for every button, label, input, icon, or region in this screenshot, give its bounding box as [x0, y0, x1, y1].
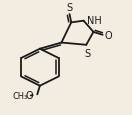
Text: S: S: [66, 3, 73, 13]
Text: CH₃: CH₃: [13, 91, 28, 100]
Text: NH: NH: [86, 16, 101, 26]
Text: O: O: [26, 91, 34, 101]
Text: O: O: [105, 30, 112, 40]
Text: S: S: [84, 48, 90, 58]
